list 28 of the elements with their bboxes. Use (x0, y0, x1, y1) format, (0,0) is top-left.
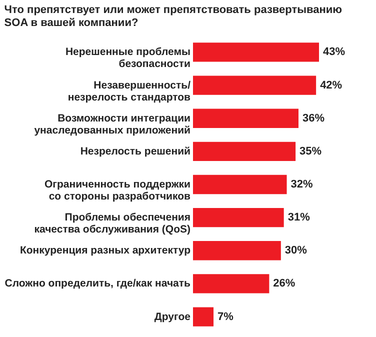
bar (193, 208, 284, 228)
y-tick-label: Сложно определить, где/как начать (4, 278, 192, 290)
chart-title: Что препятствует или может препятствовать развертыванию SOA в вашей компании? (4, 4, 342, 29)
data-label: 7% (218, 310, 234, 323)
data-label: 31% (288, 212, 310, 224)
y-tick-label: Возможности интеграции унаследованных приложений (34, 112, 190, 136)
bar (193, 76, 316, 95)
y-tick-label: Незавершенность/ незрелость стандартов (68, 79, 192, 104)
data-label: 32% (290, 178, 314, 190)
y-tick-label: Конкуренция разных архитектур (20, 244, 190, 257)
data-label: 43% (323, 46, 346, 58)
bar (193, 174, 287, 194)
y-tick-label: Нерешенные проблемы безопасности (65, 46, 191, 70)
y-tick-label: Проблемы обеспечения качества обслуживания (QoS) (34, 212, 190, 236)
data-label: 42% (320, 79, 342, 92)
y-tick-label: Другое (154, 310, 191, 323)
data-label: 36% (302, 112, 325, 124)
data-label: 30% (284, 244, 308, 257)
y-tick-label: Незрелость решений (80, 145, 190, 158)
bar (193, 108, 298, 128)
bar (193, 307, 214, 326)
data-label: 26% (273, 278, 296, 290)
y-tick-label: Ограниченность поддержки со стороны разработчиков (44, 178, 192, 202)
data-label: 35% (300, 145, 322, 158)
bar (193, 241, 281, 260)
bar (193, 142, 296, 162)
bar (193, 42, 319, 62)
bar (193, 274, 270, 294)
